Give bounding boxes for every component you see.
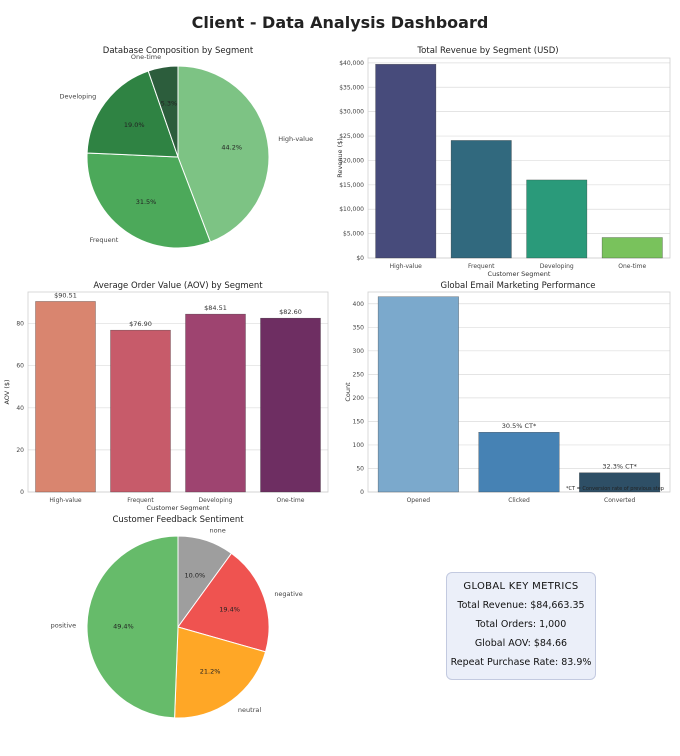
composition-category-label: High-value (278, 135, 313, 143)
aov-xtick-label: Frequent (127, 497, 154, 504)
aov-data-label: $90.51 (54, 291, 77, 299)
revenue-ytick-label: $20,000 (339, 157, 364, 164)
aov-ytick-label: 0 (20, 489, 24, 496)
sentiment-pct-label: 19.4% (219, 606, 240, 614)
aov-plot-frame (27, 291, 329, 493)
aov-xtick-label: One-time (277, 497, 305, 504)
aov-bar-one-time (260, 317, 321, 493)
revenue-ytick-label: $0 (356, 255, 364, 262)
aov-xtick-label: Developing (199, 497, 233, 504)
dashboard-title: Client - Data Analysis Dashboard (191, 13, 489, 32)
revenue-ytick-label: $30,000 (339, 109, 364, 116)
sentiment-pct-label: 21.2% (200, 668, 221, 676)
aov-data-label: $82.60 (279, 308, 302, 316)
revenue-ytick-label: $5,000 (343, 231, 364, 238)
composition-slice-high-value (177, 65, 270, 243)
sentiment-slice-negative (177, 552, 270, 653)
revenue-ytick-label: $10,000 (339, 206, 364, 213)
aov-data-label: $76.90 (129, 320, 152, 328)
revenue-xlabel: Customer Segment (488, 270, 551, 278)
metric-repeat-rate: Repeat Purchase Rate: 83.9% (450, 657, 592, 668)
aov-bar-developing (185, 313, 246, 493)
revenue-bar-one-time (601, 237, 663, 259)
email-ylabel: Count (344, 382, 352, 402)
aov-ytick-label: 80 (16, 321, 24, 328)
email-bar-clicked (478, 432, 560, 493)
revenue-bar-high-value (375, 64, 437, 259)
aov-ytick-label: 20 (16, 447, 24, 454)
metric-global-aov: Global AOV: $84.66 (474, 638, 568, 649)
composition-pct-label: 31.5% (136, 198, 157, 206)
revenue-ytick-label: $35,000 (339, 84, 364, 91)
composition-category-label: One-time (131, 53, 161, 61)
revenue-xtick-label: Frequent (468, 263, 495, 270)
sentiment-category-label: none (209, 527, 225, 535)
email-ytick-label: 100 (353, 442, 365, 449)
sentiment-category-label: neutral (238, 706, 261, 714)
email-ytick-label: 200 (353, 395, 365, 402)
aov-ytick-label: 40 (16, 405, 24, 412)
aov-bar-high-value (35, 301, 96, 493)
aov-ytick-label: 60 (16, 363, 24, 370)
email-xtick-label: Opened (407, 497, 431, 504)
composition-pct-label: 44.2% (221, 144, 242, 152)
composition-pct-label: 5.3% (161, 100, 178, 108)
revenue-xtick-label: High-value (390, 263, 422, 270)
metrics-title: GLOBAL KEY METRICS (463, 581, 579, 592)
revenue-xtick-label: One-time (618, 263, 646, 270)
sentiment-category-label: positive (51, 622, 77, 630)
revenue-chart-title: Total Revenue by Segment (USD) (417, 46, 559, 56)
revenue-plot-frame (367, 57, 671, 259)
email-chart-title: Global Email Marketing Performance (440, 281, 596, 291)
email-xtick-label: Clicked (508, 497, 530, 504)
email-ytick-label: 300 (353, 348, 365, 355)
sentiment-pct-label: 49.4% (113, 622, 134, 630)
email-ytick-label: 0 (360, 489, 364, 496)
metric-total-revenue: Total Revenue: $84,663.35 (457, 600, 585, 611)
aov-xtick-label: High-value (49, 497, 81, 504)
email-ytick-label: 150 (353, 418, 365, 425)
sentiment-pct-label: 10.0% (185, 572, 206, 580)
pie-composition-title: Database Composition by Segment (102, 46, 254, 56)
sentiment-chart-title: Customer Feedback Sentiment (112, 515, 244, 525)
email-data-label: 30.5% CT* (502, 422, 537, 430)
email-ytick-label: 50 (356, 465, 364, 472)
sentiment-category-label: negative (274, 590, 302, 598)
email-ytick-label: 350 (353, 324, 365, 331)
revenue-ylabel: Revenue ($) (336, 138, 344, 178)
email-xtick-label: Converted (604, 497, 635, 504)
metric-total-orders: Total Orders: 1,000 (475, 619, 567, 630)
composition-slice-one-time (147, 65, 179, 158)
email-bar-converted (579, 472, 661, 493)
key-metrics-panel: GLOBAL KEY METRICS Total Revenue: $84,66… (446, 572, 596, 680)
sentiment-slice-neutral (174, 626, 267, 719)
aov-ylabel: AOV ($) (3, 379, 11, 404)
sentiment-slice-positive (86, 535, 179, 719)
revenue-ytick-label: $15,000 (339, 182, 364, 189)
aov-chart-title: Average Order Value (AOV) by Segment (93, 281, 263, 291)
email-annotation: *CT = Conversion rate of previous step (566, 486, 664, 492)
aov-xlabel: Customer Segment (147, 504, 210, 512)
revenue-ytick-label: $25,000 (339, 133, 364, 140)
composition-pct-label: 19.0% (124, 121, 145, 129)
revenue-xtick-label: Developing (540, 263, 574, 270)
composition-category-label: Frequent (90, 236, 119, 244)
email-data-label: 32.3% CT* (602, 463, 637, 471)
aov-data-label: $84.51 (204, 304, 227, 312)
revenue-bar-frequent (450, 140, 512, 259)
revenue-ytick-label: $40,000 (339, 60, 364, 67)
composition-slice-frequent (86, 152, 212, 249)
aov-bar-frequent (110, 329, 171, 493)
email-ytick-label: 250 (353, 371, 365, 378)
email-ytick-label: 400 (353, 301, 365, 308)
email-bar-opened (377, 296, 459, 493)
composition-category-label: Developing (59, 93, 96, 101)
revenue-bar-developing (526, 179, 588, 259)
